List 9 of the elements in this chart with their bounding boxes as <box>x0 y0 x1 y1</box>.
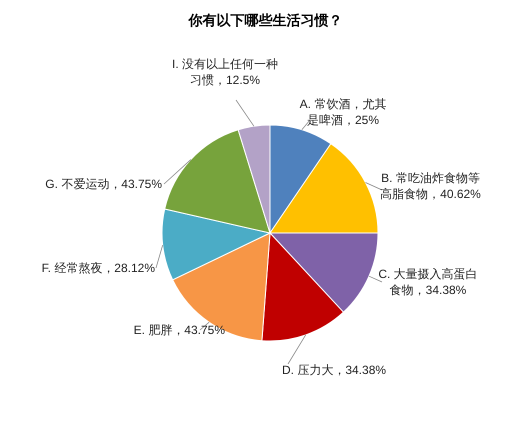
chart-title: 你有以下哪些生活习惯？ <box>187 12 344 30</box>
slice-label: F. 经常熬夜，28.12% <box>40 260 155 276</box>
slice-label: C. 大量摄入高蛋白食物，34.38% <box>378 266 478 298</box>
slice-label: I. 没有以上任何一种习惯，12.5% <box>170 56 279 88</box>
slice-label: A. 常饮酒，尤其是啤酒，25% <box>298 96 388 128</box>
slice-label: B. 常吃油炸食物等高脂食物，40.62% <box>379 170 482 202</box>
slice-label: G. 不爱运动，43.75% <box>44 176 162 192</box>
slice-label: E. 肥胖，43.75% <box>132 322 225 338</box>
slice-label: D. 压力大，34.38% <box>282 362 388 378</box>
